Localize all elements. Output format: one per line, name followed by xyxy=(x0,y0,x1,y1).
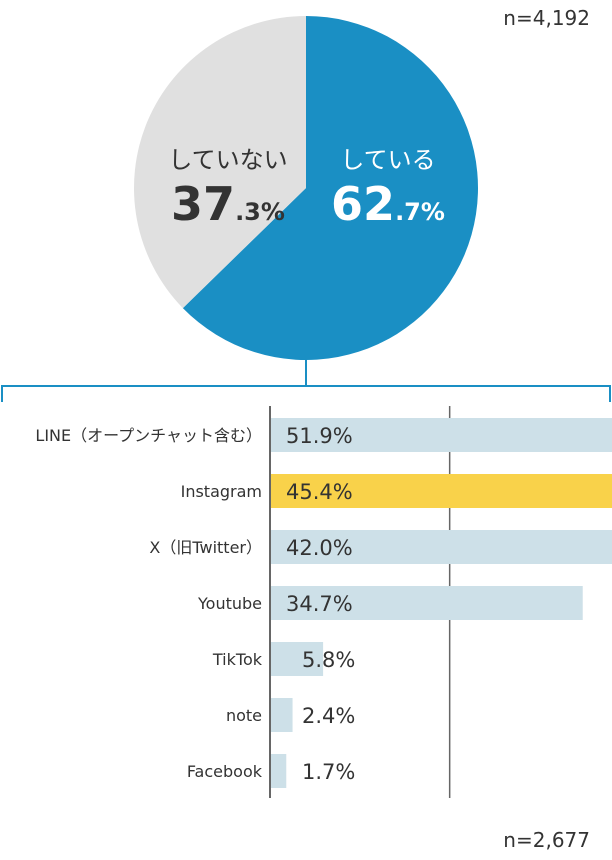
bar-value-label-6: 1.7% xyxy=(302,760,355,784)
bar-3 xyxy=(271,586,583,620)
bar-chart: LINE（オープンチャット含む） 51.9% Instagram 45.4% X（旧Tw… xyxy=(35,418,612,788)
bar-category-label-3: Youtube xyxy=(197,594,262,613)
bar-value-label-0: 51.9% xyxy=(286,424,353,448)
bar-0 xyxy=(271,418,612,452)
bar-value-label-1: 45.4% xyxy=(286,480,353,504)
bar-5 xyxy=(271,698,293,732)
pie-slice-shiteiru xyxy=(182,16,479,361)
bar-category-label-6: Facebook xyxy=(187,762,263,781)
bar-value-label-4: 5.8% xyxy=(302,648,355,672)
bar-category-label-2: X（旧Twitter） xyxy=(149,538,262,557)
bar-category-label-4: TikTok xyxy=(212,650,263,669)
pie-slice-label-shiteinai: していない xyxy=(168,146,287,174)
pie-slice-shiteinai xyxy=(134,16,306,309)
bar-1 xyxy=(271,474,612,508)
bar-value-label-2: 42.0% xyxy=(286,536,353,560)
bar-6 xyxy=(271,754,287,788)
bar-category-label-5: note xyxy=(226,706,262,725)
pie-slice-value-shiteiru: 62.7% xyxy=(331,177,445,231)
bar-2 xyxy=(271,530,612,564)
bar-category-label-0: LINE（オープンチャット含む） xyxy=(35,426,262,445)
bar-4 xyxy=(271,642,324,676)
pie-slice-label-shiteiru: している xyxy=(340,146,435,174)
bar-value-label-5: 2.4% xyxy=(302,704,355,728)
bar-value-label-3: 34.7% xyxy=(286,592,353,616)
pie-chart: している 62.7% していない 37.3% xyxy=(134,16,479,361)
pie-slice-value-shiteinai: 37.3% xyxy=(171,177,285,231)
bar-sample-size: n=2,677 xyxy=(503,828,590,852)
pie-sample-size: n=4,192 xyxy=(503,6,590,30)
bracket-connector xyxy=(1,358,611,402)
bar-category-label-1: Instagram xyxy=(181,482,262,501)
